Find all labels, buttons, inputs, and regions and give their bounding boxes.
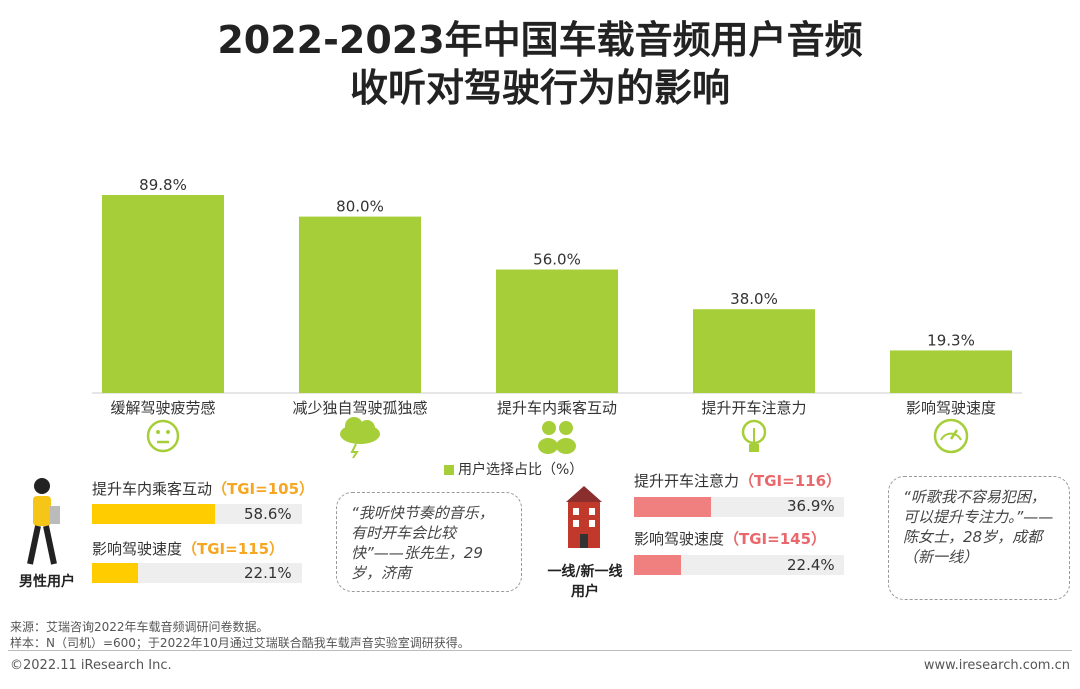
bar-2 [299, 216, 421, 393]
male-quote-bubble: “我听快节奏的音乐，有时开车会比较快”——张先生，29岁，济南 [336, 492, 522, 592]
bar-value-label-3: 56.0% [533, 251, 581, 269]
bar-5 [890, 350, 1012, 393]
legend-swatch [444, 465, 454, 475]
source-note: 来源：艾瑞咨询2022年车载音频调研问卷数据。 [10, 620, 269, 634]
lightbulb-icon [741, 419, 767, 452]
male-item-1-bar [92, 504, 302, 524]
page-title-line1: 2022-2023年中国车载音频用户音频 [217, 18, 863, 62]
bar-4 [693, 309, 815, 393]
male-item-2-fill [92, 563, 139, 583]
page-title-line2: 收听对驾驶行为的影响 [349, 66, 730, 110]
male-item-2-tgi: （TGI=115） [182, 540, 285, 558]
city-item-2-label: 影响驾驶速度（TGI=145） [634, 528, 826, 549]
bar-value-label-5: 19.3% [927, 331, 975, 349]
city-item-2-fill [634, 555, 682, 575]
main-bar-chart: 89.8% 缓解驾驶疲劳感 80.0% 减少独自驾驶孤独感 56.0% 提升车内乘客互动 3… [92, 176, 1022, 459]
city-item-2-value: 22.4% [787, 556, 835, 574]
city-item-1-label: 提升开车注意力（TGI=116） [634, 470, 841, 491]
city-item-2-bar [634, 555, 844, 575]
city-item-1-tgi: （TGI=116） [739, 472, 842, 490]
copyright: ©2022.11 iResearch Inc. [10, 658, 172, 673]
male-user-figure-icon [27, 478, 60, 565]
male-item-2-bar [92, 563, 302, 583]
male-item-1-name: 提升车内乘客互动 [92, 480, 213, 498]
male-item-1-label: 提升车内乘客互动（TGI=105） [92, 478, 314, 499]
bar-1 [102, 195, 224, 393]
city-item-1-value: 36.9% [787, 497, 835, 515]
city-item-1-fill [634, 497, 712, 517]
category-label-1: 缓解驾驶疲劳感 [110, 399, 215, 417]
people-chat-icon [538, 421, 576, 454]
bar-value-label-2: 80.0% [336, 198, 384, 216]
speedometer-icon [933, 418, 969, 454]
chart-legend: 用户选择占比（%） [444, 459, 583, 479]
city-user-label: 一线/新一线 用户 [528, 561, 642, 601]
male-item-1-value: 58.6% [244, 505, 292, 523]
male-item-2-name: 影响驾驶速度 [92, 540, 183, 558]
male-item-1-tgi: （TGI=105） [212, 480, 315, 498]
male-item-2-label: 影响驾驶速度（TGI=115） [92, 538, 284, 559]
building-icon [566, 486, 602, 548]
city-item-1-bar [634, 497, 844, 517]
city-user-label-line2: 用户 [571, 584, 599, 600]
category-label-5: 影响驾驶速度 [906, 399, 996, 417]
storm-cloud-icon [340, 417, 380, 459]
city-user-label-line1: 一线/新一线 [547, 564, 623, 580]
city-item-2-tgi: （TGI=145） [724, 530, 827, 548]
category-label-3: 提升车内乘客互动 [497, 399, 617, 417]
category-label-2: 减少独自驾驶孤独感 [292, 399, 427, 417]
male-item-2-value: 22.1% [244, 564, 292, 582]
sample-note: 样本：N（司机）=600；于2022年10月通过艾瑞联合酷我车载声音实验室调研获… [10, 636, 470, 650]
legend-label: 用户选择占比（%） [458, 462, 584, 478]
neutral-face-icon [146, 419, 180, 453]
website: www.iresearch.com.cn [923, 658, 1070, 673]
bar-value-label-4: 38.0% [730, 290, 778, 308]
male-item-1-fill [92, 504, 216, 524]
city-item-2-name: 影响驾驶速度 [634, 530, 725, 548]
bar-value-label-1: 89.8% [139, 176, 187, 194]
city-quote-bubble: “听歌我不容易犯困，可以提升专注力。”——陈女士，28岁，成都（新一线） [888, 476, 1070, 600]
male-user-label: 男性用户 [19, 574, 75, 590]
bar-3 [496, 269, 618, 393]
footer-divider [8, 650, 1072, 651]
city-item-1-name: 提升开车注意力 [634, 472, 740, 490]
category-label-4: 提升开车注意力 [701, 399, 806, 417]
